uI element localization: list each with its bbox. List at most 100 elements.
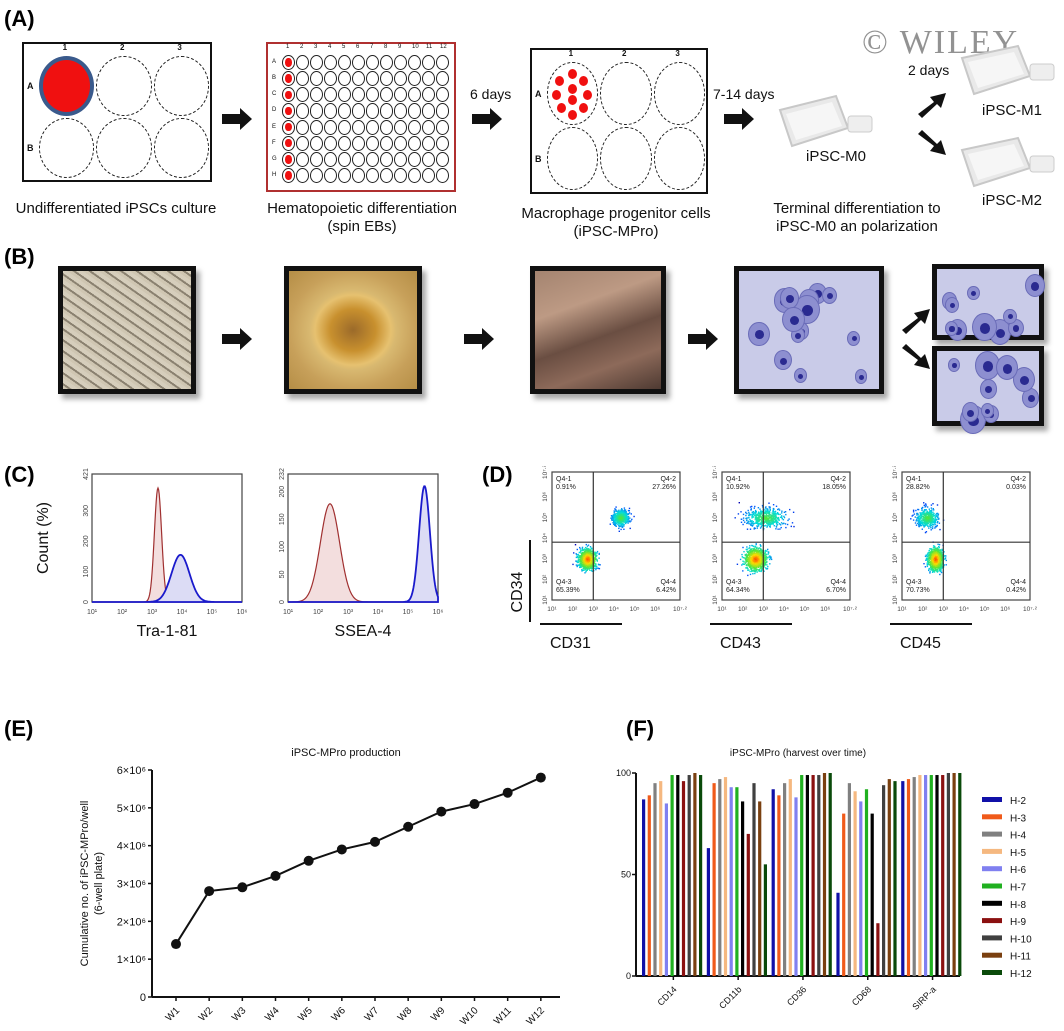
quadrant-name: Q4-3 — [906, 579, 922, 586]
plate-well — [338, 135, 351, 151]
flow-event — [753, 556, 756, 559]
flow-event — [927, 552, 929, 554]
flow-event — [755, 514, 757, 517]
flow-event — [769, 509, 771, 511]
flow-event — [938, 563, 941, 566]
flow-event — [790, 525, 792, 528]
plate-well — [352, 71, 365, 87]
flow-event — [933, 555, 935, 557]
flow-event — [751, 560, 753, 562]
flow-event — [768, 502, 770, 504]
flow-event — [921, 528, 923, 530]
flow-event — [774, 518, 776, 520]
flow-event — [751, 505, 753, 508]
flow-event — [590, 565, 592, 567]
flow-event — [759, 513, 762, 515]
flow-event — [754, 545, 756, 548]
plate-well — [338, 119, 351, 135]
flow-event — [936, 513, 938, 515]
flow-event — [770, 518, 772, 521]
plate-well — [310, 71, 323, 87]
x-axis-label: CD45 — [900, 635, 941, 652]
flow-event — [938, 560, 940, 563]
x-axis-label: CD43 — [720, 635, 761, 652]
flow-event — [760, 548, 762, 551]
flow-event — [580, 566, 582, 568]
flow-event — [927, 522, 929, 524]
flow-event — [930, 549, 933, 551]
flow-event — [584, 546, 587, 549]
cell-nucleus — [858, 374, 864, 380]
flow-event — [924, 531, 927, 534]
macrophage-cell — [944, 296, 959, 313]
flow-event — [585, 567, 587, 570]
flow-event — [753, 561, 755, 563]
bar-cd11b-h-6 — [729, 787, 733, 976]
cell-dot — [285, 138, 292, 148]
bar-cd68-h-4 — [847, 783, 851, 976]
flow-event — [777, 518, 780, 520]
flow-event — [930, 548, 932, 550]
flow-event — [624, 519, 626, 521]
flow-event — [783, 515, 785, 518]
y-tick-label: 150 — [279, 513, 286, 525]
flow-event — [747, 563, 750, 566]
micrograph-m0-cytospin — [734, 266, 884, 394]
flow-event — [776, 524, 779, 526]
flow-event — [610, 517, 612, 519]
plate-well — [39, 118, 95, 178]
flow-event — [919, 520, 922, 522]
flow-event — [767, 565, 769, 568]
plate-well — [394, 87, 407, 103]
flow-event — [928, 520, 930, 522]
y-tick-label: 300 — [83, 505, 90, 517]
flow-event — [760, 560, 762, 562]
flow-event — [919, 518, 921, 521]
flow-event — [928, 511, 930, 514]
x-tick-label: SIRP-a — [910, 984, 938, 1012]
flow-event — [619, 523, 621, 525]
flow-event — [769, 508, 771, 511]
flow-event — [941, 566, 944, 568]
plot-frame — [91, 473, 243, 603]
flow-event — [587, 563, 589, 565]
flow-event — [757, 558, 760, 561]
flow-event — [919, 517, 921, 520]
flow-event — [751, 525, 754, 527]
flow-event — [757, 566, 760, 568]
flow-event — [614, 516, 616, 518]
plate-well — [296, 103, 309, 119]
flow-event — [750, 513, 752, 516]
plate-well — [96, 56, 152, 116]
flow-event — [925, 516, 927, 518]
flow-event — [580, 560, 582, 563]
flow-event — [932, 545, 935, 547]
flow-event — [628, 512, 631, 514]
flow-event — [598, 564, 600, 566]
macrophage-cell — [821, 287, 838, 305]
flow-event — [747, 574, 749, 577]
plate-well — [39, 56, 95, 116]
flow-event — [775, 525, 778, 527]
flow-event — [931, 556, 933, 559]
flow-event — [581, 547, 583, 550]
flow-event — [620, 523, 622, 526]
x-tick-label: W1 — [164, 1005, 183, 1024]
flow-event — [759, 549, 761, 552]
flow-event — [759, 563, 762, 565]
flow-event — [916, 514, 918, 516]
flow-event — [757, 512, 760, 514]
flow-event — [754, 558, 756, 560]
flow-event — [577, 558, 580, 560]
flow-event — [761, 560, 763, 562]
micrograph-mpro-outgrowth — [530, 266, 666, 394]
flow-event — [928, 568, 930, 570]
flow-event — [937, 549, 939, 551]
flow-event — [747, 551, 749, 553]
histogram-series-tra-1-81 — [92, 554, 242, 603]
flow-event — [923, 511, 925, 514]
flow-event — [926, 564, 928, 566]
arrow-icon — [688, 328, 718, 350]
legend-swatch-h-4 — [982, 831, 1002, 837]
plate-well — [352, 55, 365, 71]
